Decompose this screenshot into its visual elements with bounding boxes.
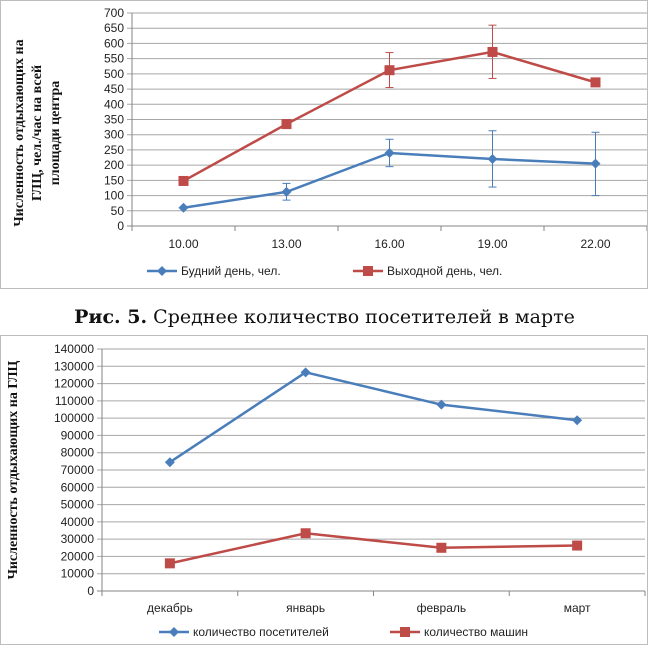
data-point [178, 202, 189, 213]
y-tick-label: 650 [104, 21, 124, 35]
series-2 [178, 24, 601, 186]
data-point [487, 154, 498, 165]
chart-2: 0 10000 20000 30000 40000 50000 60000 70000 8000… [6, 342, 646, 639]
x-tick-label: февраль [417, 601, 467, 615]
caption-text: Среднее количество посетителей в марте [147, 306, 575, 328]
data-point [436, 542, 447, 553]
y-tick-label: 250 [104, 143, 124, 157]
y-tick-label: 500 [104, 67, 124, 81]
data-point [164, 457, 175, 468]
legend-label: Будний день, чел. [181, 264, 281, 278]
legend-marker [400, 627, 410, 637]
legend: количество посетителей количество машин [159, 625, 528, 639]
x-tick-label: декабрь [147, 601, 193, 615]
legend-marker [363, 266, 373, 276]
y-axis-title: Численность отдыхающих на ГЛЦ [6, 360, 21, 579]
legend-label: Выходной день, чел. [387, 264, 502, 278]
data-point [384, 147, 395, 158]
x-tick-label: 19.00 [477, 237, 507, 251]
data-point [436, 399, 447, 410]
data-point [300, 528, 311, 539]
y-tick-label: 100 [104, 189, 124, 203]
y-tick-label: 60000 [61, 480, 95, 494]
y-tick-label: 120000 [54, 377, 94, 391]
y-tick-label: 10000 [61, 567, 95, 581]
figure-caption: Рис. 5. Среднее количество посетителей в… [0, 306, 649, 328]
y-tick-label: 130000 [54, 359, 94, 373]
series-2 [164, 528, 583, 569]
chart-panel-1: 0 50 100 150 200 250 300 350 400 450 500 550 600 650 7… [0, 0, 648, 289]
y-tick-label: 50 [111, 204, 125, 218]
x-tick-label: март [564, 601, 591, 615]
y-tick-label: 50000 [61, 498, 95, 512]
legend-label: количество посетителей [193, 625, 329, 639]
legend-marker [157, 266, 167, 276]
x-tick-label: январь [286, 601, 325, 615]
chart-panel-2: 0 10000 20000 30000 40000 50000 60000 70000 8000… [0, 335, 648, 645]
data-point [590, 158, 601, 169]
y-tick-label: 150 [104, 173, 124, 187]
legend-marker [169, 627, 179, 637]
legend-label: количество машин [424, 625, 528, 639]
y-tick-label: 100000 [54, 411, 94, 425]
legend: Будний день, чел. Выходной день, чел. [147, 264, 502, 278]
y-tick-label: 80000 [61, 446, 95, 460]
data-point [300, 367, 311, 378]
series-1 [178, 130, 601, 213]
y-tick-label: 30000 [61, 532, 95, 546]
data-point [572, 415, 583, 426]
data-point [487, 46, 498, 57]
x-tick-label: 22.00 [580, 237, 610, 251]
data-point [384, 65, 395, 76]
y-tick-label: 300 [104, 128, 124, 142]
data-point [164, 558, 175, 569]
y-tick-label: 110000 [55, 394, 94, 408]
y-tick-label: 550 [104, 52, 124, 66]
y-tick-label: 140000 [54, 342, 94, 356]
data-point [590, 77, 601, 88]
y-tick-label: 600 [104, 36, 124, 50]
y-axis-title-line: Численность отдыхающих на [12, 39, 27, 226]
x-tick-label: 10.00 [168, 237, 198, 251]
series-1 [164, 367, 583, 468]
y-axis-title-line: площади центра [48, 81, 63, 186]
y-tick-label: 70000 [61, 463, 95, 477]
y-tick-label: 450 [104, 82, 124, 96]
y-axis-title-line: Численность отдыхающих на ГЛЦ [6, 360, 21, 579]
series-line [169, 532, 578, 565]
series-line [169, 370, 578, 464]
y-tick-label: 350 [104, 113, 124, 127]
y-tick-label: 0 [87, 584, 94, 598]
data-point [281, 186, 292, 197]
data-point [572, 540, 583, 551]
y-tick-label: 40000 [61, 515, 95, 529]
y-tick-label: 0 [117, 219, 124, 233]
y-tick-label: 700 [104, 6, 124, 20]
y-tick-label: 90000 [61, 428, 95, 442]
x-tick-label: 16.00 [374, 237, 404, 251]
y-tick-label: 200 [104, 158, 124, 172]
y-tick-label: 20000 [61, 549, 95, 563]
y-axis-title-line: ГЛЦ, чел./час на всей [30, 65, 45, 201]
data-point [178, 175, 189, 186]
y-axis-title: Численность отдыхающих на ГЛЦ, чел./час н… [12, 39, 63, 226]
y-tick-label: 400 [104, 97, 124, 111]
x-tick-label: 13.00 [271, 237, 301, 251]
data-point [281, 119, 292, 130]
caption-prefix: Рис. 5. [74, 306, 148, 328]
